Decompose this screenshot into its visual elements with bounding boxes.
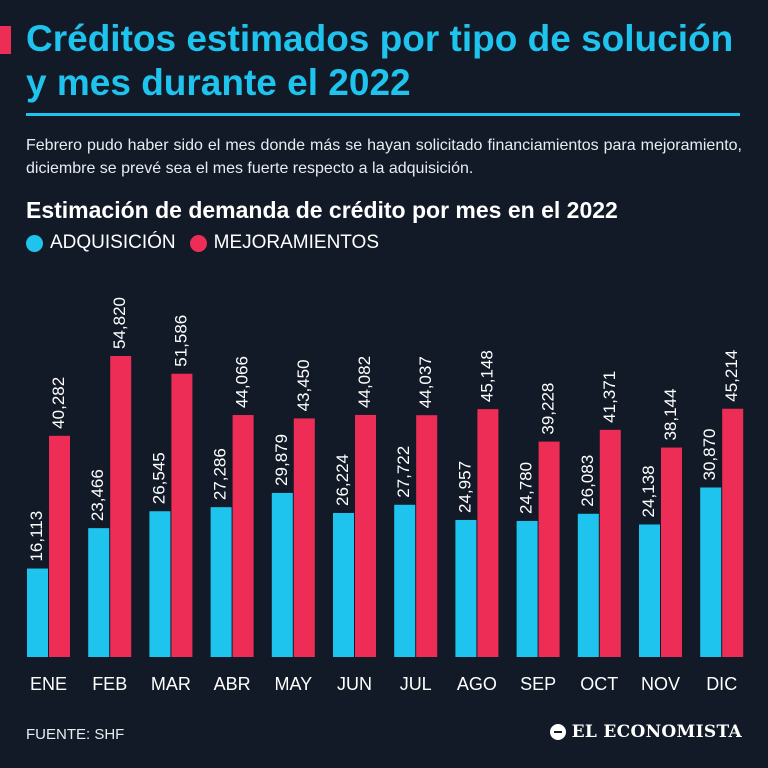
legend-item-mejoramientos: MEJORAMIENTOS: [189, 232, 380, 254]
data-label-mejoramientos-feb: 54,820: [110, 297, 129, 349]
bar-adquisicion-ene: [27, 568, 48, 657]
data-label-adquisicion-jul: 27,722: [394, 446, 413, 498]
bar-adquisicion-dic: [700, 487, 722, 657]
chart-legend: ADQUISICIÓN MEJORAMIENTOS: [26, 232, 393, 254]
title-accent-bar: [0, 26, 11, 54]
page-subtitle: Febrero pudo haber sido el mes donde más…: [26, 137, 742, 177]
data-label-adquisicion-sep: 24,780: [517, 462, 536, 514]
legend-item-adquisicion: ADQUISICIÓN: [26, 232, 176, 254]
data-label-mejoramientos-abr: 44,066: [233, 356, 252, 408]
x-tick-label-oct: OCT: [580, 674, 618, 694]
legend-dot-adquisicion: [26, 234, 43, 252]
bar-adquisicion-sep: [516, 520, 538, 657]
chart-title: Estimación de demanda de crédito por mes…: [26, 197, 618, 223]
data-label-adquisicion-ago: 24,957: [455, 461, 474, 513]
bar-adquisicion-oct: [577, 513, 599, 657]
data-label-adquisicion-mar: 26,545: [149, 452, 168, 504]
bar-mejoramientos-sep: [538, 441, 560, 657]
data-label-adquisicion-dic: 30,870: [700, 428, 719, 480]
bar-mejoramientos-may: [293, 418, 315, 657]
legend-dot-mejoramientos: [189, 234, 207, 252]
bar-mejoramientos-dic: [722, 408, 744, 657]
data-label-mejoramientos-may: 43,450: [294, 359, 313, 411]
data-label-mejoramientos-jul: 44,037: [416, 356, 435, 408]
x-tick-label-jun: JUN: [337, 674, 372, 694]
data-label-adquisicion-ene: 16,113: [27, 511, 46, 562]
legend-label-mejoramientos: MEJORAMIENTOS: [213, 232, 380, 253]
bar-mejoramientos-mar: [171, 373, 193, 657]
x-tick-label-ene: ENE: [30, 674, 67, 694]
data-label-mejoramientos-mar: 51,586: [171, 315, 190, 367]
bar-adquisicion-jul: [394, 504, 416, 657]
title-divider: [26, 113, 740, 116]
bar-adquisicion-jun: [333, 513, 354, 657]
bar-adquisicion-ago: [455, 519, 477, 657]
data-label-mejoramientos-ago: 45,148: [477, 350, 496, 402]
data-label-mejoramientos-sep: 39,228: [539, 383, 558, 435]
footer-source: FUENTE: SHF: [26, 726, 125, 743]
x-tick-label-mar: MAR: [151, 674, 191, 694]
brand-name: EL ECONOMISTA: [571, 722, 742, 742]
bar-mejoramientos-oct: [599, 429, 621, 657]
bar-mejoramientos-ago: [477, 409, 499, 657]
data-label-adquisicion-abr: 27,286: [211, 448, 230, 500]
bar-adquisicion-feb: [88, 528, 110, 657]
data-label-adquisicion-feb: 23,466: [88, 469, 107, 521]
bar-mejoramientos-nov: [661, 447, 682, 657]
bar-adquisicion-nov: [639, 524, 660, 657]
brand-icon: [549, 724, 566, 740]
x-tick-label-sep: SEP: [520, 674, 556, 694]
x-tick-label-ago: AGO: [457, 674, 497, 694]
data-label-adquisicion-jun: 26,224: [333, 454, 352, 506]
x-tick-label-abr: ABR: [214, 674, 251, 694]
data-label-mejoramientos-oct: 41,371: [600, 371, 619, 423]
bar-mejoramientos-feb: [110, 355, 132, 657]
x-tick-label-may: MAY: [274, 674, 312, 694]
bar-adquisicion-may: [271, 492, 293, 657]
bar-mejoramientos-abr: [232, 415, 254, 657]
x-tick-label-dic: DIC: [706, 674, 737, 694]
data-label-adquisicion-nov: 24,138: [639, 465, 658, 517]
bar-adquisicion-mar: [149, 511, 171, 657]
x-tick-label-nov: NOV: [641, 674, 680, 694]
bar-adquisicion-abr: [210, 507, 232, 657]
data-label-mejoramientos-jun: 44,082: [355, 356, 374, 408]
brand-logo: EL ECONOMISTA: [549, 722, 742, 742]
x-tick-label-jul: JUL: [400, 674, 432, 694]
data-label-mejoramientos-dic: 45,214: [722, 350, 741, 402]
x-tick-label-feb: FEB: [92, 674, 127, 694]
bar-mejoramientos-jun: [355, 414, 376, 657]
data-label-mejoramientos-ene: 40,282: [49, 377, 68, 429]
data-label-adquisicion-oct: 26,083: [578, 455, 597, 507]
legend-label-adquisicion: ADQUISICIÓN: [50, 232, 176, 253]
data-label-adquisicion-may: 29,879: [272, 434, 291, 486]
data-label-mejoramientos-nov: 38,144: [661, 389, 680, 441]
bar-mejoramientos-jul: [416, 415, 438, 657]
page-title: Créditos estimados por tipo de solución …: [26, 18, 734, 103]
bar-mejoramientos-ene: [49, 435, 70, 657]
